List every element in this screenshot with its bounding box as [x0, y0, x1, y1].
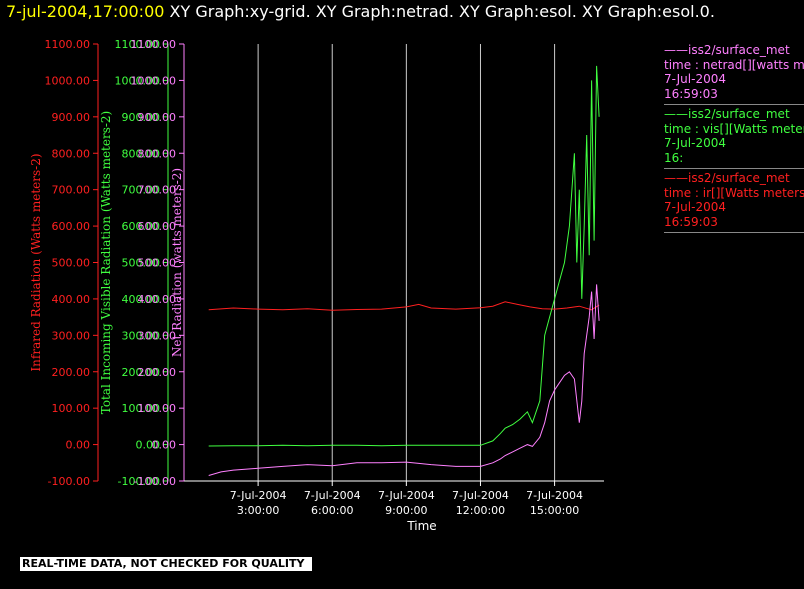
quality-disclaimer: REAL-TIME DATA, NOT CHECKED FOR QUALITY [20, 557, 313, 571]
y-tick-label: 600.00 [52, 220, 91, 233]
y-axis-label: Net Radiation (watts meters-2) [170, 168, 184, 357]
legend-line: ——iss2/surface_met [664, 43, 790, 57]
x-tick-label-date: 7-Jul-2004 [526, 489, 583, 502]
y-tick-label: 900.00 [122, 111, 161, 124]
x-tick-label-time: 3:00:00 [237, 504, 279, 517]
legend-entry: ——iss2/surface_met time : ir[][Watts mete… [664, 171, 804, 233]
series-line [208, 301, 600, 311]
y-tick-label: -100.00 [48, 475, 90, 488]
legend-line: 7-Jul-2004 [664, 200, 726, 214]
x-tick-label-time: 6:00:00 [311, 504, 353, 517]
y-tick-label: 500.00 [52, 257, 91, 270]
x-tick-label-date: 7-Jul-2004 [378, 489, 435, 502]
title-time: 7-jul-2004,17:00:00 [6, 2, 165, 21]
y-tick-label: 900.00 [138, 111, 177, 124]
title-bar: 7-jul-2004,17:00:00 XY Graph:xy-grid. XY… [6, 2, 715, 21]
series-line [208, 284, 600, 476]
x-tick-label-date: 7-Jul-2004 [230, 489, 287, 502]
y-tick-label: 100.00 [52, 402, 91, 415]
legend-line: 16:59:03 [664, 86, 718, 101]
y-tick-label: 1100.00 [131, 38, 177, 51]
y-tick-label: 0.00 [66, 439, 91, 452]
y-tick-label: 700.00 [122, 184, 161, 197]
legend-entry: ——iss2/surface_met time : vis[][Watts met… [664, 107, 804, 169]
y-tick-label: 1100.00 [115, 38, 161, 51]
y-tick-label: 800.00 [138, 147, 177, 160]
y-tick-label: 1000.00 [115, 74, 161, 87]
y-tick-label: 400.00 [138, 293, 177, 306]
y-tick-label: 300.00 [138, 329, 177, 342]
legend-line: 7-Jul-2004 [664, 72, 726, 86]
x-axis-label: Time [406, 519, 436, 533]
y-tick-label: 100.00 [122, 402, 161, 415]
y-tick-label: 600.00 [122, 220, 161, 233]
legend-line: time : ir[][Watts meters-2] [664, 185, 804, 200]
legend-entry: ——iss2/surface_met time : netrad[][watts … [664, 43, 804, 105]
y-tick-label: 0.00 [136, 439, 161, 452]
y-tick-label: 300.00 [122, 329, 161, 342]
y-tick-label: 800.00 [52, 147, 91, 160]
y-tick-label: 900.00 [52, 111, 91, 124]
legend-line: time : netrad[][watts meters-2] [664, 57, 804, 72]
x-tick-label-date: 7-Jul-2004 [452, 489, 509, 502]
y-tick-label: 500.00 [122, 257, 161, 270]
x-tick-label-time: 12:00:00 [456, 504, 505, 517]
series-line [208, 65, 600, 447]
y-tick-label: -100.00 [118, 475, 160, 488]
legend-line: time : vis[][Watts meters-2] [664, 121, 804, 136]
y-tick-label: 1100.00 [45, 38, 91, 51]
legend-line: 16:59:03 [664, 214, 718, 229]
legend-line: 7-Jul-2004 [664, 136, 726, 150]
y-axis-label: Infrared Radiation (Watts meters-2) [29, 153, 43, 371]
legend-line: 16: [664, 150, 684, 165]
y-tick-label: 300.00 [52, 329, 91, 342]
y-tick-label: 200.00 [138, 366, 177, 379]
y-tick-label: 400.00 [122, 293, 161, 306]
legend-line: ——iss2/surface_met [664, 171, 790, 185]
y-tick-label: 800.00 [122, 147, 161, 160]
y-tick-label: 200.00 [52, 366, 91, 379]
x-tick-label-time: 9:00:00 [385, 504, 427, 517]
x-tick-label-date: 7-Jul-2004 [304, 489, 361, 502]
y-tick-label: 200.00 [122, 366, 161, 379]
y-tick-label: 600.00 [138, 220, 177, 233]
y-tick-label: 500.00 [138, 257, 177, 270]
y-tick-label: 700.00 [138, 184, 177, 197]
y-tick-label: 700.00 [52, 184, 91, 197]
y-tick-label: -100.00 [134, 475, 176, 488]
x-tick-label-time: 15:00:00 [530, 504, 579, 517]
title-graphs: XY Graph:xy-grid. XY Graph:netrad. XY Gr… [169, 2, 715, 21]
y-tick-label: 100.00 [138, 402, 177, 415]
y-tick-label: 1000.00 [131, 74, 177, 87]
y-tick-label: 0.00 [152, 439, 177, 452]
y-tick-label: 400.00 [52, 293, 91, 306]
y-axis-label: Total Incoming Visible Radiation (Watts … [99, 111, 113, 415]
y-tick-label: 1000.00 [45, 74, 91, 87]
legend-line: ——iss2/surface_met [664, 107, 790, 121]
legend: ——iss2/surface_met time : netrad[][watts … [664, 43, 804, 235]
